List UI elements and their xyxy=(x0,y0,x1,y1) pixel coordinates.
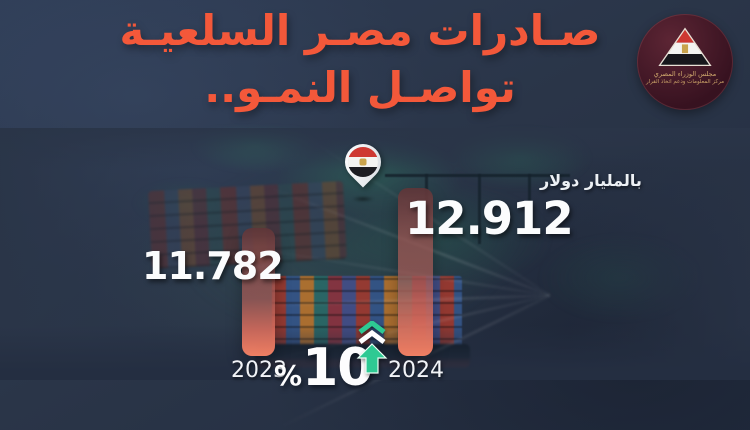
title-line-1: صـادرات مصـر السلعيـة xyxy=(119,6,601,55)
value-label-2023: 11.782 xyxy=(142,244,284,288)
page-title: صـادرات مصـر السلعيـة تواصـل النمـو.. xyxy=(30,2,690,116)
growth-indicator: % 10 xyxy=(274,338,373,398)
crane-post-silhouette xyxy=(528,174,531,229)
pin-shadow xyxy=(352,196,374,202)
logo-org-name: مجلس الوزراء المصري xyxy=(653,70,717,78)
egypt-flag-triangle-icon xyxy=(658,27,712,67)
bar-2024 xyxy=(398,188,433,356)
axis-label-2024: 2024 xyxy=(388,358,444,383)
value-label-2024: 12.912 xyxy=(405,192,574,245)
unit-label: بالمليار دولار xyxy=(540,171,642,190)
title-line-2: تواصـل النمـو.. xyxy=(204,63,516,112)
crane-post-silhouette xyxy=(478,174,481,244)
eagle-emblem xyxy=(359,158,367,166)
percent-sign: % xyxy=(274,359,303,392)
growth-value: 10 xyxy=(302,338,373,398)
bar-2023 xyxy=(242,228,275,356)
egypt-flag-icon xyxy=(348,147,378,177)
cabinet-idsc-logo: مجلس الوزراء المصري مركز المعلومات ودعم … xyxy=(637,14,733,110)
axis-label-2023: 2023 xyxy=(231,358,287,383)
growth-up-arrow-icon xyxy=(356,321,388,374)
crane-beam-silhouette xyxy=(385,174,570,177)
logo-center-name: مركز المعلومات ودعم اتخاذ القرار xyxy=(645,79,725,85)
